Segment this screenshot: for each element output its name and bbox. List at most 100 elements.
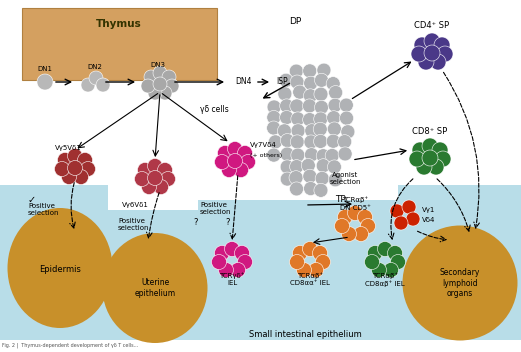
Circle shape <box>238 254 253 270</box>
Circle shape <box>406 212 420 226</box>
Circle shape <box>316 159 330 173</box>
Circle shape <box>277 124 291 138</box>
Text: (+ others): (+ others) <box>250 152 282 157</box>
Circle shape <box>268 135 282 149</box>
Circle shape <box>144 70 158 84</box>
Text: Positive
selection: Positive selection <box>118 218 150 231</box>
Circle shape <box>301 158 315 172</box>
Circle shape <box>313 245 328 260</box>
Text: IEL: IEL <box>227 280 237 286</box>
Text: Vγ6Vδ1: Vγ6Vδ1 <box>121 202 148 208</box>
Circle shape <box>55 162 69 176</box>
Circle shape <box>153 77 167 91</box>
Circle shape <box>147 170 163 186</box>
Circle shape <box>303 113 317 127</box>
Bar <box>0 185 108 340</box>
Circle shape <box>73 170 89 184</box>
Circle shape <box>305 124 319 138</box>
Circle shape <box>212 254 227 270</box>
Circle shape <box>147 158 163 174</box>
Text: DN CD5⁺: DN CD5⁺ <box>340 205 370 211</box>
Circle shape <box>383 263 399 277</box>
Text: Thymus: Thymus <box>96 19 142 29</box>
Text: Epidermis: Epidermis <box>39 265 81 275</box>
Circle shape <box>422 150 438 166</box>
Circle shape <box>303 99 316 113</box>
Circle shape <box>325 149 339 163</box>
Text: Uterine
epithelium: Uterine epithelium <box>134 278 176 298</box>
Circle shape <box>96 78 110 92</box>
Circle shape <box>348 206 363 220</box>
Circle shape <box>317 63 331 77</box>
Text: TCRγδ⁺: TCRγδ⁺ <box>219 272 245 279</box>
Text: TCRαβ⁺: TCRαβ⁺ <box>372 272 398 279</box>
Text: TP: TP <box>335 195 346 205</box>
Text: TCRαβ⁺: TCRαβ⁺ <box>342 197 368 203</box>
Ellipse shape <box>103 233 207 343</box>
Circle shape <box>340 111 354 125</box>
Text: CD4⁺ SP: CD4⁺ SP <box>414 21 450 31</box>
Circle shape <box>134 171 150 187</box>
Ellipse shape <box>7 208 113 328</box>
Circle shape <box>78 152 93 168</box>
Circle shape <box>303 64 317 78</box>
Circle shape <box>290 160 304 174</box>
Circle shape <box>327 122 341 136</box>
Text: CD8αβ⁺ IEL: CD8αβ⁺ IEL <box>365 280 405 287</box>
Bar <box>22 8 217 80</box>
Text: ✓: ✓ <box>28 195 36 205</box>
Text: Positive
selection: Positive selection <box>200 202 231 215</box>
Circle shape <box>280 147 294 161</box>
Text: DN2: DN2 <box>88 64 103 70</box>
Circle shape <box>142 180 156 195</box>
Circle shape <box>68 161 82 176</box>
Circle shape <box>304 182 318 195</box>
Circle shape <box>424 33 440 49</box>
Circle shape <box>361 219 376 233</box>
Circle shape <box>341 125 355 139</box>
Circle shape <box>160 171 176 187</box>
Circle shape <box>289 171 303 185</box>
Circle shape <box>61 170 77 184</box>
Circle shape <box>291 112 305 126</box>
Text: ?: ? <box>225 218 229 227</box>
Circle shape <box>328 173 342 187</box>
Circle shape <box>215 155 229 170</box>
Circle shape <box>391 254 405 270</box>
Circle shape <box>292 245 307 260</box>
Circle shape <box>338 209 353 225</box>
Circle shape <box>138 163 153 177</box>
Circle shape <box>267 121 281 135</box>
Text: γδ cells: γδ cells <box>200 105 229 114</box>
Circle shape <box>290 182 304 196</box>
Circle shape <box>304 135 318 149</box>
Text: Small intestinal epithelium: Small intestinal epithelium <box>249 330 362 339</box>
Circle shape <box>228 142 242 157</box>
Circle shape <box>290 135 304 149</box>
Text: TCRαβ⁺: TCRαβ⁺ <box>297 272 323 279</box>
Circle shape <box>314 87 328 101</box>
Circle shape <box>314 112 328 126</box>
Circle shape <box>215 245 229 260</box>
Circle shape <box>304 76 318 90</box>
Circle shape <box>411 46 427 62</box>
Circle shape <box>315 171 329 186</box>
Circle shape <box>290 254 304 270</box>
Circle shape <box>291 148 305 162</box>
Circle shape <box>233 163 249 177</box>
Circle shape <box>422 138 438 154</box>
Circle shape <box>68 149 82 163</box>
Circle shape <box>416 159 432 175</box>
Circle shape <box>280 133 294 147</box>
Text: CD8⁺ SP: CD8⁺ SP <box>413 126 448 136</box>
Circle shape <box>234 245 250 260</box>
Circle shape <box>238 145 253 161</box>
Circle shape <box>329 86 343 100</box>
Circle shape <box>424 45 440 61</box>
Circle shape <box>432 142 448 158</box>
Circle shape <box>341 226 356 241</box>
Circle shape <box>154 180 168 195</box>
Circle shape <box>293 85 307 99</box>
Circle shape <box>388 245 403 260</box>
Circle shape <box>316 254 330 270</box>
